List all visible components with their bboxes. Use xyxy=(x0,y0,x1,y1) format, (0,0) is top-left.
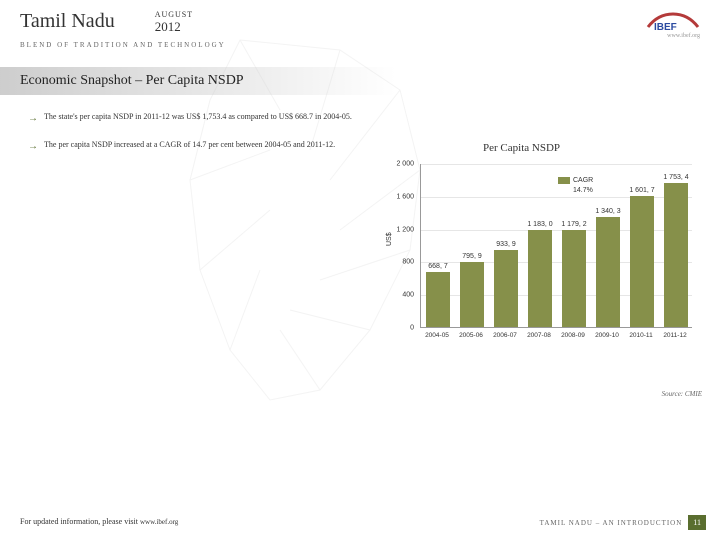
bar-value-label: 1 753, 4 xyxy=(656,174,696,181)
date-block: AUGUST 2012 xyxy=(155,10,193,35)
x-tick: 2011-12 xyxy=(663,332,686,339)
x-tick: 2006-07 xyxy=(493,332,517,339)
footer-left: For updated information, please visit ww… xyxy=(20,517,178,526)
bar xyxy=(562,230,585,327)
bar-value-label: 1 340, 3 xyxy=(588,208,628,215)
legend-label: CAGR xyxy=(573,177,593,184)
date-month: AUGUST xyxy=(155,10,193,19)
bar xyxy=(664,183,687,327)
svg-text:IBEF: IBEF xyxy=(654,22,677,32)
source-text: Source: CMIE xyxy=(662,390,702,398)
bar-value-label: 668, 7 xyxy=(418,263,458,270)
legend-swatch xyxy=(558,177,570,184)
bar-value-label: 933, 9 xyxy=(486,241,526,248)
logo-url: www.ibef.org xyxy=(646,33,700,39)
y-tick: 1 600 xyxy=(378,193,414,200)
content: → The state's per capita NSDP in 2011-12… xyxy=(0,95,720,155)
bar xyxy=(494,250,517,327)
legend-value: 14.7% xyxy=(558,186,593,196)
bar xyxy=(460,262,483,327)
arrow-icon: → xyxy=(28,139,38,155)
bar xyxy=(426,272,449,327)
section-title: Economic Snapshot – Per Capita NSDP xyxy=(0,67,720,95)
chart-legend: CAGR 14.7% xyxy=(558,176,593,196)
bullet-list: → The state's per capita NSDP in 2011-12… xyxy=(28,111,373,155)
state-title: Tamil Nadu xyxy=(20,10,115,33)
bullet-item: → The per capita NSDP increased at a CAG… xyxy=(28,139,373,155)
bullet-text: The per capita NSDP increased at a CAGR … xyxy=(44,139,335,155)
x-tick: 2005-06 xyxy=(459,332,483,339)
y-tick: 0 xyxy=(378,325,414,332)
bar-value-label: 1 179, 2 xyxy=(554,221,594,228)
x-tick: 2008-09 xyxy=(561,332,585,339)
bar-value-label: 1 601, 7 xyxy=(622,187,662,194)
footer-text: For updated information, please visit xyxy=(20,517,140,526)
x-tick: 2004-05 xyxy=(425,332,449,339)
x-tick: 2009-10 xyxy=(595,332,619,339)
footer-right: TAMIL NADU – AN INTRODUCTION 11 xyxy=(540,515,706,530)
bar xyxy=(630,196,653,327)
x-tick: 2007-08 xyxy=(527,332,551,339)
bullet-text: The state's per capita NSDP in 2011-12 w… xyxy=(44,111,352,127)
bar xyxy=(528,230,551,327)
y-tick: 2 000 xyxy=(378,161,414,168)
header: Tamil Nadu AUGUST 2012 BLEND OF TRADITIO… xyxy=(0,0,720,53)
arrow-icon: → xyxy=(28,111,38,127)
date-year: 2012 xyxy=(155,19,193,35)
y-tick: 1 200 xyxy=(378,226,414,233)
footer-tag: TAMIL NADU – AN INTRODUCTION xyxy=(540,519,683,527)
ibef-logo: IBEF www.ibef.org xyxy=(646,12,700,39)
footer-url: www.ibef.org xyxy=(140,518,178,526)
bullet-item: → The state's per capita NSDP in 2011-12… xyxy=(28,111,373,127)
header-subtitle: BLEND OF TRADITION AND TECHNOLOGY xyxy=(20,41,700,49)
y-tick: 400 xyxy=(378,292,414,299)
page-number: 11 xyxy=(688,515,706,530)
bar-value-label: 795, 9 xyxy=(452,253,492,260)
x-tick: 2010-11 xyxy=(629,332,652,339)
bar xyxy=(596,217,619,327)
y-tick: 800 xyxy=(378,259,414,266)
y-axis-label: US$ xyxy=(386,232,393,246)
chart-title: Per Capita NSDP xyxy=(483,142,560,154)
per-capita-nsdp-chart: US$ 668, 7795, 9933, 91 183, 01 179, 21 … xyxy=(378,160,708,380)
